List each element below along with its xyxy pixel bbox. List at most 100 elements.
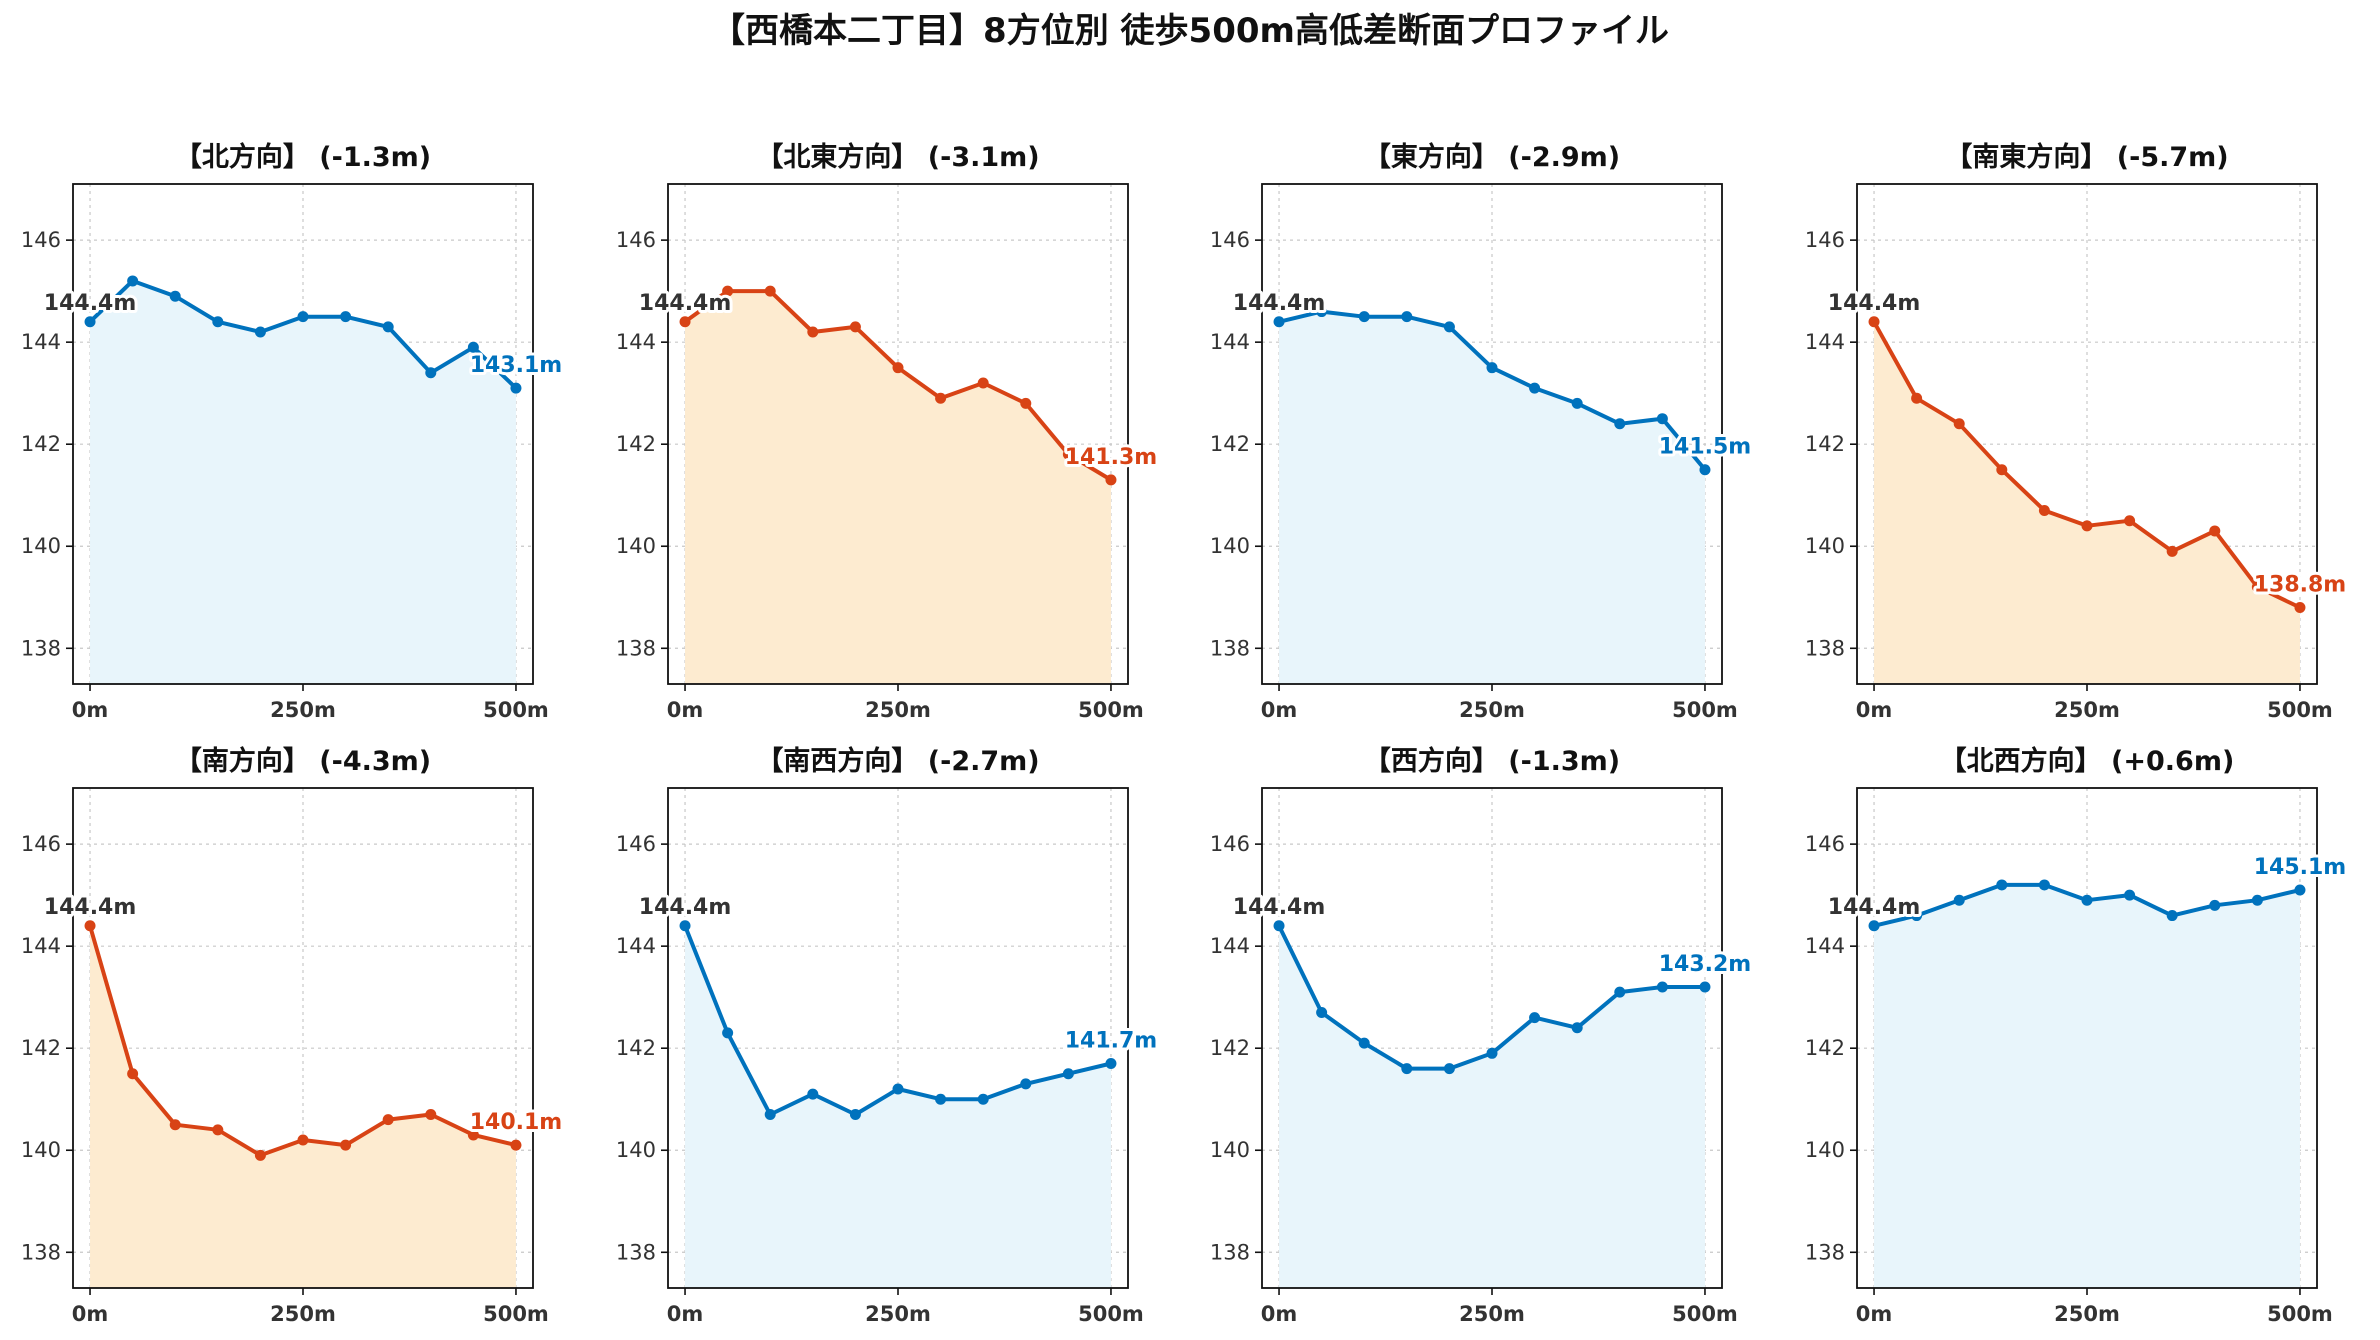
x-tick-label: 0m (1261, 1302, 1298, 1326)
data-point (84, 316, 96, 328)
data-point (212, 1124, 224, 1136)
y-tick-label: 140 (21, 1138, 61, 1162)
data-point (297, 311, 309, 323)
x-tick-label: 0m (1261, 698, 1298, 722)
start-elevation-label: 144.4m (44, 291, 137, 316)
data-point (2038, 505, 2050, 517)
data-point (1868, 316, 1880, 328)
data-point (1571, 397, 1583, 409)
data-point (679, 920, 691, 932)
data-point (425, 367, 437, 379)
y-tick-label: 146 (1210, 832, 1250, 856)
elevation-panel: 【北東方向】 (-3.1m) 138 140 142 144 146 0m 250m 500m 1… (616, 141, 1160, 722)
data-point (2251, 581, 2263, 593)
data-point (1358, 311, 1370, 323)
y-tick-label: 138 (616, 1240, 656, 1264)
data-point (1105, 1058, 1117, 1070)
elevation-panel: 【北方向】 (-1.3m) 138 140 142 144 146 0m 250m 500m 14… (21, 141, 565, 722)
data-point (467, 1129, 479, 1141)
y-tick-label: 140 (616, 1138, 656, 1162)
y-tick-label: 138 (21, 636, 61, 660)
x-tick-label: 0m (667, 698, 704, 722)
data-point (1656, 413, 1668, 425)
data-point (297, 1134, 309, 1146)
data-point (2081, 520, 2093, 532)
y-tick-label: 140 (1805, 534, 1845, 558)
y-tick-label: 146 (616, 228, 656, 252)
end-elevation-label: 141.3m (1065, 445, 1158, 470)
figure-title: 【西橋本二丁目】8方位別 徒歩500m高低差断面プロファイル (711, 11, 1669, 51)
y-tick-label: 144 (1805, 934, 1845, 958)
panel-title: 【北西方向】 (+0.6m) (1940, 745, 2235, 777)
data-point (1273, 316, 1285, 328)
elevation-panel: 【南東方向】 (-5.7m) 138 140 142 144 146 0m 250m 500m 1… (1805, 141, 2349, 722)
data-point (807, 326, 819, 338)
y-tick-label: 138 (1210, 636, 1250, 660)
elevation-area (1874, 884, 2300, 1288)
panel-title: 【北東方向】 (-3.1m) (756, 141, 1039, 173)
x-tick-label: 500m (2267, 1302, 2333, 1326)
data-point (1062, 448, 1074, 460)
data-point (935, 1093, 947, 1105)
data-point (1529, 382, 1541, 394)
panel-title: 【東方向】 (-2.9m) (1364, 141, 1620, 173)
data-point (1105, 474, 1117, 486)
data-point (1020, 397, 1032, 409)
data-point (127, 1068, 139, 1080)
y-tick-label: 140 (616, 534, 656, 558)
data-point (1020, 1078, 1032, 1090)
data-point (425, 1109, 437, 1121)
data-point (764, 1109, 776, 1121)
panel-title: 【南東方向】 (-5.7m) (1945, 141, 2228, 173)
data-point (2166, 910, 2178, 922)
x-tick-label: 250m (2054, 698, 2120, 722)
y-tick-label: 142 (21, 432, 61, 456)
elevation-area (90, 280, 516, 684)
data-point (127, 275, 139, 287)
data-point (212, 316, 224, 328)
x-tick-label: 250m (1459, 1302, 1525, 1326)
data-point (2251, 894, 2263, 906)
y-tick-label: 142 (1210, 1036, 1250, 1060)
data-point (84, 920, 96, 932)
end-elevation-label: 138.8m (2254, 572, 2347, 597)
x-tick-label: 500m (1672, 1302, 1738, 1326)
x-tick-label: 250m (865, 1302, 931, 1326)
data-point (340, 311, 352, 323)
x-tick-label: 500m (1078, 1302, 1144, 1326)
data-point (2209, 525, 2221, 537)
data-point (1996, 879, 2008, 891)
data-point (849, 321, 861, 333)
data-point (1996, 464, 2008, 476)
elevation-panel: 【西方向】 (-1.3m) 138 140 142 144 146 0m 250m 500m 14… (1210, 745, 1754, 1326)
x-tick-label: 0m (72, 698, 109, 722)
data-point (892, 1083, 904, 1095)
data-point (935, 392, 947, 404)
data-point (764, 285, 776, 297)
data-point (807, 1088, 819, 1100)
data-point (169, 290, 181, 302)
data-point (2124, 889, 2136, 901)
y-tick-label: 146 (21, 228, 61, 252)
panel-title: 【南西方向】 (-2.7m) (756, 745, 1039, 777)
x-tick-label: 0m (1856, 1302, 1893, 1326)
start-elevation-label: 144.4m (1233, 291, 1326, 316)
elevation-area (685, 925, 1111, 1288)
y-tick-label: 144 (616, 934, 656, 958)
x-tick-label: 250m (2054, 1302, 2120, 1326)
data-point (1911, 392, 1923, 404)
y-tick-label: 144 (616, 330, 656, 354)
elevation-panel: 【東方向】 (-2.9m) 138 140 142 144 146 0m 250m 500m 14… (1210, 141, 1754, 722)
y-tick-label: 140 (1210, 534, 1250, 558)
x-tick-label: 250m (270, 1302, 336, 1326)
data-point (977, 1093, 989, 1105)
y-tick-label: 140 (21, 534, 61, 558)
data-point (1953, 418, 1965, 430)
x-tick-label: 0m (667, 1302, 704, 1326)
data-point (1614, 986, 1626, 998)
y-tick-label: 142 (616, 1036, 656, 1060)
y-tick-label: 140 (1805, 1138, 1845, 1162)
start-elevation-label: 144.4m (639, 291, 732, 316)
y-tick-label: 142 (616, 432, 656, 456)
